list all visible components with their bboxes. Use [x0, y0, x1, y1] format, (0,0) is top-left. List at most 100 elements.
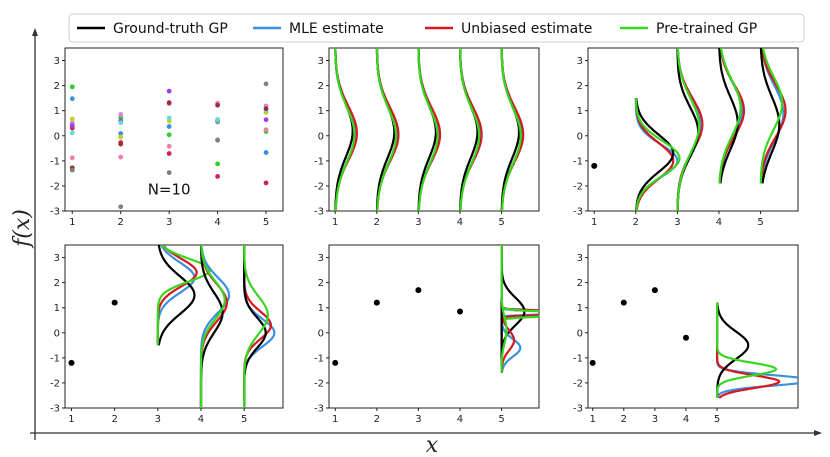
ytick-label: 2 — [54, 278, 60, 289]
ytick-label: 3 — [577, 253, 583, 264]
sample-point — [69, 155, 75, 161]
sample-point — [263, 81, 269, 87]
ytick-label: 2 — [318, 81, 324, 92]
sample-point — [166, 132, 172, 138]
ytick-label: 2 — [577, 278, 583, 289]
observed-point — [651, 287, 658, 294]
unbiased-curve — [760, 48, 787, 184]
sample-point — [215, 173, 221, 179]
xtick-label: 1 — [589, 414, 595, 425]
ytick-label: 1 — [54, 106, 60, 117]
xtick-label: 3 — [415, 414, 421, 425]
pretrained-curve — [199, 245, 226, 408]
sample-point — [118, 141, 124, 147]
ytick-label: 1 — [54, 303, 60, 314]
sample-point — [118, 112, 124, 117]
xtick-label: 2 — [118, 217, 124, 228]
xtick-label: 2 — [111, 414, 117, 425]
xtick-label: 3 — [166, 217, 172, 228]
ground-truth-curve — [759, 48, 781, 184]
ground-truth-curve — [157, 245, 196, 346]
ytick-label: 2 — [54, 81, 60, 92]
ytick-label: -3 — [50, 207, 60, 218]
ytick-label: 0 — [577, 328, 583, 339]
sample-point — [69, 116, 75, 122]
panel-e: -3 -2 -1 0 1 2 3 1 2 3 4 5 — [314, 244, 540, 425]
observed-point — [589, 359, 596, 366]
legend-label-ground_truth: Ground-truth GP — [113, 21, 228, 37]
ytick-label: 2 — [577, 81, 583, 92]
ytick-label: 2 — [318, 278, 324, 289]
xtick-label: 5 — [263, 217, 269, 228]
pretrained-curve — [243, 245, 269, 408]
sample-point — [166, 88, 172, 94]
pretrained-curve — [715, 302, 778, 398]
sample-point — [166, 143, 172, 149]
sample-point — [263, 150, 269, 155]
ground-truth-curve — [718, 48, 739, 184]
pretrained-curve — [676, 48, 701, 211]
xtick-label: 5 — [714, 414, 720, 425]
ytick-label: -3 — [573, 207, 583, 218]
panel-b-plot — [334, 48, 525, 211]
ground-truth-curve — [715, 302, 750, 398]
panel-a-frame — [64, 47, 284, 212]
ytick-label: -2 — [314, 378, 324, 389]
xtick-label: 1 — [332, 414, 338, 425]
xtick-label: 1 — [69, 217, 75, 228]
observed-point — [415, 287, 422, 294]
y-axis-title: f(x) — [10, 209, 35, 249]
xtick-label: 3 — [652, 414, 658, 425]
x-axis-title: x — [426, 433, 439, 457]
xtick-label: 2 — [374, 217, 380, 228]
panel-d-frame — [64, 244, 284, 409]
ytick-label: 0 — [318, 328, 324, 339]
sample-point — [215, 117, 221, 122]
ytick-label: 1 — [577, 106, 583, 117]
xtick-label: 2 — [621, 414, 627, 425]
ytick-label: -1 — [573, 156, 583, 167]
observed-point — [373, 299, 380, 306]
xtick-label: 4 — [683, 414, 689, 425]
ytick-label: 0 — [318, 131, 324, 142]
ytick-label: 3 — [577, 56, 583, 67]
xtick-label: 5 — [498, 217, 504, 228]
ytick-label: -3 — [573, 404, 583, 415]
sample-point — [166, 170, 172, 176]
xtick-label: 4 — [214, 217, 220, 228]
pretrained-curve — [634, 98, 681, 211]
sample-point — [69, 84, 75, 90]
sample-point — [263, 180, 269, 186]
legend-label-unbiased: Unbiased estimate — [461, 21, 592, 37]
xtick-label: 2 — [374, 414, 380, 425]
sample-point — [263, 127, 269, 133]
sample-point — [166, 124, 172, 129]
xtick-label: 5 — [241, 414, 247, 425]
ytick-label: -1 — [573, 353, 583, 364]
sample-point — [166, 115, 172, 121]
xtick-label: 5 — [757, 217, 763, 228]
sample-point — [118, 154, 124, 160]
panel-a-plot — [69, 81, 269, 210]
xtick-label: 3 — [415, 217, 421, 228]
observed-point — [683, 334, 689, 341]
ytick-label: 3 — [54, 253, 60, 264]
sample-point — [118, 204, 124, 210]
pretrained-curve — [718, 48, 742, 184]
ytick-label: -1 — [314, 353, 324, 364]
pretrained-curve — [500, 297, 508, 374]
panel-e-plot — [332, 245, 539, 374]
xtick-label: 2 — [633, 217, 639, 228]
ytick-label: 0 — [54, 328, 60, 339]
xtick-label: 1 — [591, 217, 597, 228]
sample-point — [118, 134, 124, 140]
pretrained-curve — [334, 48, 356, 211]
xtick-label: 3 — [674, 217, 680, 228]
sample-point — [166, 151, 172, 156]
panel-f-plot — [589, 287, 798, 399]
panel-annotation: N=10 — [148, 181, 191, 199]
observed-point — [591, 162, 598, 169]
sample-point — [69, 130, 75, 136]
ground-truth-curve — [635, 98, 675, 211]
